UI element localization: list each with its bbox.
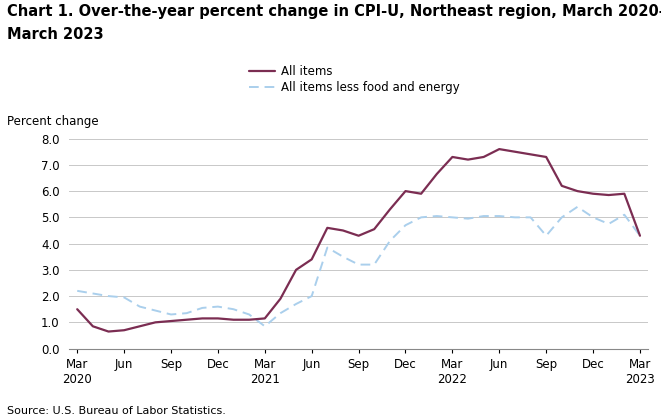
All items less food and energy bbox=[370, 262, 378, 267]
All items bbox=[495, 147, 503, 152]
All items bbox=[355, 233, 363, 238]
All items less food and energy bbox=[527, 215, 535, 220]
Legend: All items, All items less food and energy: All items, All items less food and energ… bbox=[249, 65, 459, 94]
All items less food and energy bbox=[73, 288, 81, 293]
All items bbox=[229, 317, 237, 322]
All items less food and energy bbox=[605, 221, 613, 226]
All items bbox=[151, 320, 159, 325]
All items less food and energy bbox=[621, 212, 629, 217]
All items bbox=[104, 329, 112, 334]
All items bbox=[73, 307, 81, 312]
All items bbox=[589, 191, 597, 196]
All items bbox=[308, 257, 316, 262]
All items less food and energy bbox=[89, 291, 97, 296]
All items less food and energy bbox=[339, 254, 347, 259]
All items less food and energy bbox=[448, 215, 456, 220]
All items less food and energy bbox=[136, 304, 143, 309]
All items bbox=[542, 155, 550, 160]
All items less food and energy bbox=[589, 215, 597, 220]
Line: All items: All items bbox=[77, 149, 640, 331]
All items bbox=[323, 225, 331, 230]
All items less food and energy bbox=[167, 312, 175, 317]
All items bbox=[370, 227, 378, 232]
All items bbox=[182, 317, 190, 322]
All items less food and energy bbox=[229, 307, 237, 312]
All items bbox=[574, 189, 582, 194]
All items less food and energy bbox=[276, 311, 284, 316]
Text: March 2023: March 2023 bbox=[7, 27, 103, 42]
All items less food and energy bbox=[323, 245, 331, 250]
All items bbox=[464, 157, 472, 162]
All items bbox=[480, 155, 488, 160]
All items less food and energy bbox=[308, 294, 316, 299]
All items less food and energy bbox=[574, 204, 582, 209]
All items less food and energy bbox=[401, 223, 409, 228]
All items bbox=[292, 267, 300, 272]
All items less food and energy bbox=[120, 295, 128, 300]
All items bbox=[167, 318, 175, 323]
All items bbox=[605, 192, 613, 197]
All items bbox=[417, 191, 425, 196]
All items bbox=[89, 324, 97, 329]
All items bbox=[558, 183, 566, 188]
All items less food and energy bbox=[355, 262, 363, 267]
All items less food and energy bbox=[636, 233, 644, 238]
All items less food and energy bbox=[511, 215, 519, 220]
All items less food and energy bbox=[214, 304, 222, 309]
All items bbox=[401, 189, 409, 194]
All items less food and energy bbox=[198, 305, 206, 310]
All items less food and energy bbox=[104, 294, 112, 299]
All items less food and energy bbox=[292, 302, 300, 307]
Line: All items less food and energy: All items less food and energy bbox=[77, 207, 640, 326]
All items less food and energy bbox=[480, 213, 488, 218]
Text: Chart 1. Over-the-year percent change in CPI-U, Northeast region, March 2020–: Chart 1. Over-the-year percent change in… bbox=[7, 4, 661, 19]
All items bbox=[136, 324, 143, 329]
All items bbox=[245, 317, 253, 322]
All items less food and energy bbox=[245, 312, 253, 317]
All items less food and energy bbox=[182, 311, 190, 316]
All items less food and energy bbox=[495, 213, 503, 218]
All items bbox=[433, 171, 441, 176]
All items less food and energy bbox=[386, 239, 394, 244]
All items bbox=[621, 191, 629, 196]
All items bbox=[276, 296, 284, 301]
All items less food and energy bbox=[558, 215, 566, 220]
All items less food and energy bbox=[151, 308, 159, 313]
All items less food and energy bbox=[542, 233, 550, 238]
All items bbox=[198, 316, 206, 321]
All items bbox=[527, 152, 535, 157]
All items bbox=[120, 328, 128, 333]
All items bbox=[636, 233, 644, 238]
All items less food and energy bbox=[417, 215, 425, 220]
All items bbox=[511, 149, 519, 154]
All items bbox=[261, 316, 269, 321]
All items bbox=[448, 155, 456, 160]
All items less food and energy bbox=[464, 216, 472, 221]
All items less food and energy bbox=[433, 213, 441, 218]
All items bbox=[214, 316, 222, 321]
All items bbox=[386, 207, 394, 212]
All items bbox=[339, 228, 347, 233]
Text: Source: U.S. Bureau of Labor Statistics.: Source: U.S. Bureau of Labor Statistics. bbox=[7, 406, 225, 416]
Text: Percent change: Percent change bbox=[7, 115, 98, 128]
All items less food and energy bbox=[261, 324, 269, 329]
